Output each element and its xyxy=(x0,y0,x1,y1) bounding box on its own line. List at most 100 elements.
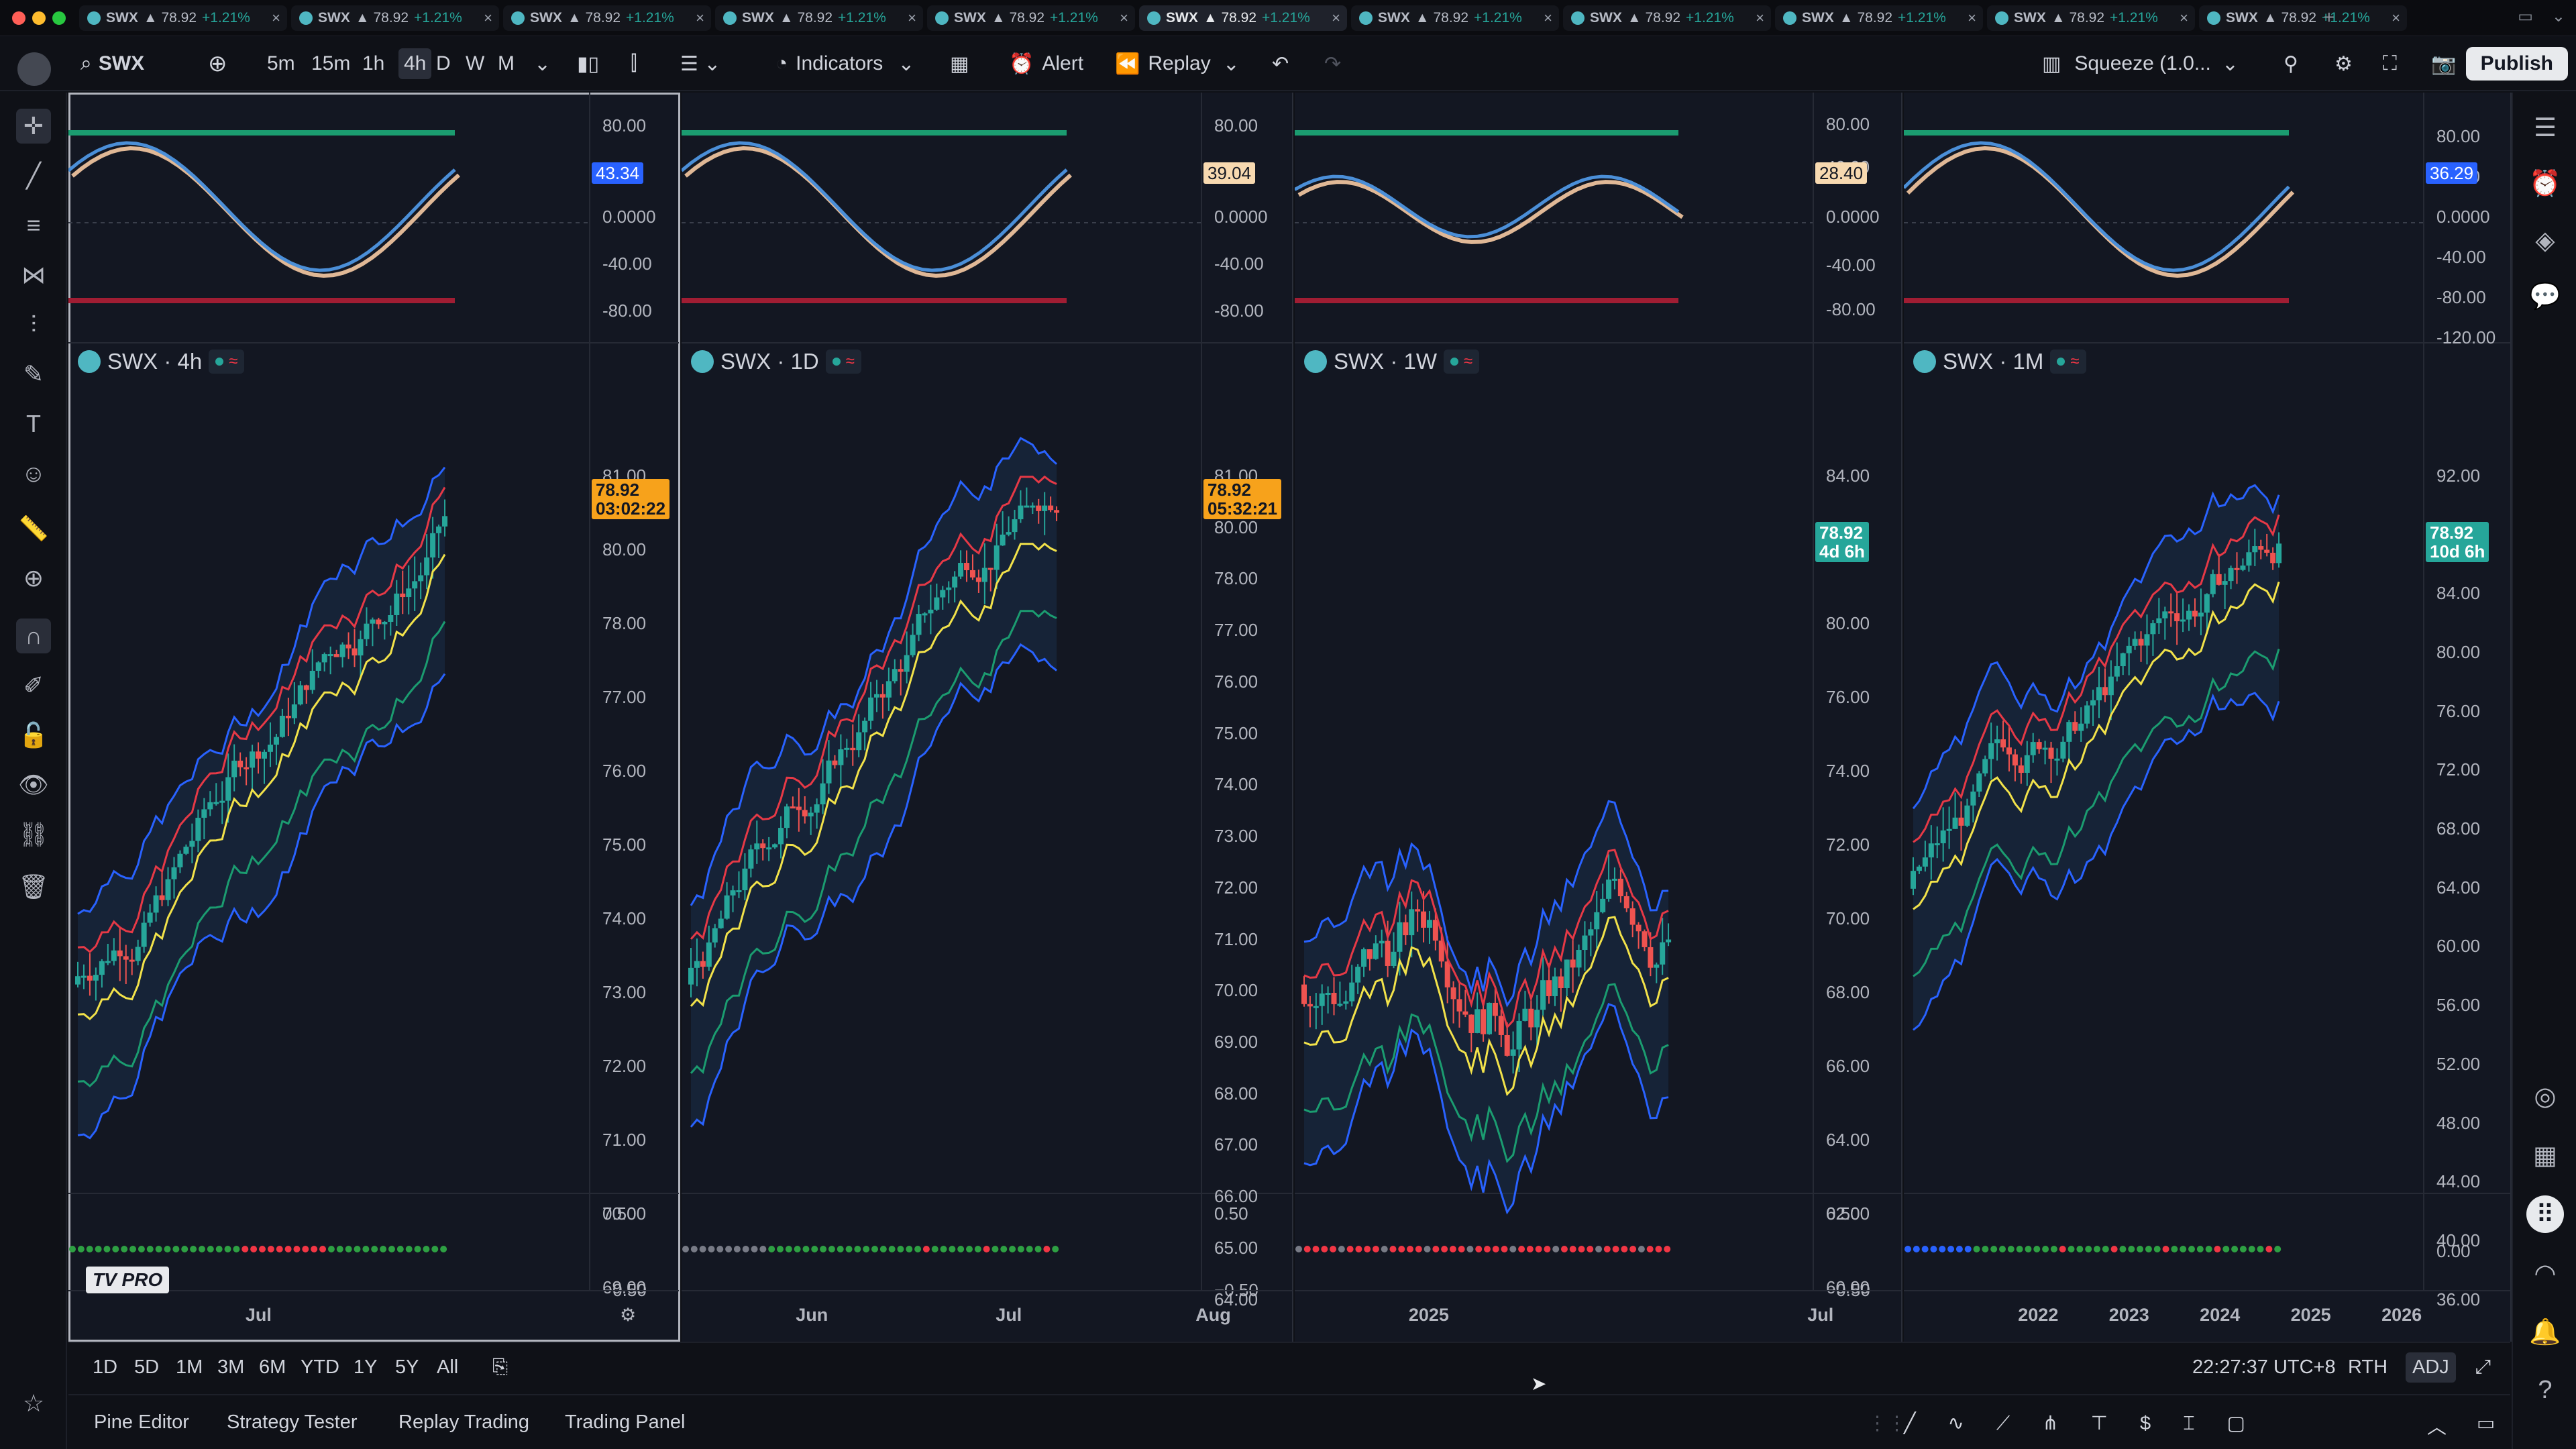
expand-icon[interactable]: ⤢ xyxy=(2475,1356,2491,1378)
close-tab-icon[interactable]: × xyxy=(1968,9,1976,26)
tab-replay-trading[interactable]: Replay Trading xyxy=(398,1411,530,1433)
chevron-down-icon[interactable]: ⌄ xyxy=(534,52,551,75)
minimize-window-icon[interactable] xyxy=(32,11,46,25)
chart-canvas[interactable] xyxy=(1904,93,2512,1342)
pane-separator[interactable] xyxy=(68,342,679,343)
tab-strategy-tester[interactable]: Strategy Tester xyxy=(227,1411,358,1433)
indicator-templates-icon[interactable]: ☰ ⌄ xyxy=(680,52,721,75)
avatar[interactable] xyxy=(17,52,51,86)
series-legend[interactable]: SWX · 1D ≈ xyxy=(691,349,861,374)
indicators-button[interactable]: ◔ Indicators ⌄ xyxy=(775,52,915,75)
collapse-panel-icon[interactable]: ︿ xyxy=(2427,1417,2447,1438)
camera-icon[interactable]: 📷 xyxy=(2431,52,2457,75)
help-icon[interactable]: ? xyxy=(2538,1375,2553,1404)
close-tab-icon[interactable]: × xyxy=(2180,9,2188,26)
indicator-status-pill[interactable]: ≈ xyxy=(2050,350,2086,374)
replay-button[interactable]: ⏪ Replay ⌄ xyxy=(1115,52,1240,75)
text-icon[interactable]: T xyxy=(26,410,41,437)
pane-separator[interactable] xyxy=(1904,1193,2510,1194)
range-5y[interactable]: 5Y xyxy=(395,1356,419,1378)
magnet-icon[interactable]: ∩ xyxy=(16,619,51,653)
interval-15m[interactable]: 15m xyxy=(311,52,351,74)
brush-icon[interactable]: ✎ xyxy=(23,360,44,388)
watchlist-icon[interactable]: ☰ xyxy=(2533,113,2557,142)
browser-tab[interactable]: SWX ▲ 78.92 +1.21% × xyxy=(1351,5,1559,31)
star-icon[interactable]: ☆ xyxy=(22,1389,45,1417)
pattern-icon[interactable]: ⋈ xyxy=(21,261,46,288)
time-axis[interactable]: 2022 2023 2024 2025 2026 xyxy=(1904,1290,2510,1340)
close-tab-icon[interactable]: × xyxy=(1120,9,1128,26)
chart-canvas[interactable] xyxy=(682,93,1293,1342)
pane-separator[interactable] xyxy=(68,1193,679,1194)
projection-icon[interactable]: ⫶ xyxy=(30,310,37,338)
range-5d[interactable]: 5D xyxy=(134,1356,160,1378)
price-axis[interactable] xyxy=(2423,93,2512,1290)
interval-1h[interactable]: 1h xyxy=(362,52,385,74)
browser-tab[interactable]: SWX ▲ 78.92 +1.21% × xyxy=(79,5,287,31)
chart-pane-2[interactable]: 80.00 0.0000 -40.00 -80.00 39.04 81.00 80.00 78… xyxy=(682,93,1293,1342)
line-tool-icon[interactable]: ╱ xyxy=(1904,1413,1916,1434)
clock-readout[interactable]: 22:27:37 UTC+8 xyxy=(2192,1356,2336,1378)
sidebar-toggle-icon[interactable]: ▭ xyxy=(2518,7,2533,25)
chart-pane-3[interactable]: 80.0040.000.0000-40.00-80.0028.4084.0082… xyxy=(1295,93,1902,1371)
alerts-icon[interactable]: ⏰ xyxy=(2529,170,2561,198)
text-box-icon[interactable]: ⊤ xyxy=(2090,1413,2108,1434)
goto-date-icon[interactable]: ⎘ xyxy=(492,1356,508,1378)
browser-tab[interactable]: SWX ▲ 78.92 +1.21% × xyxy=(1563,5,1771,31)
link-icon[interactable]: ⛓ xyxy=(18,820,49,848)
time-axis[interactable]: Jun Jul Aug xyxy=(682,1290,1292,1340)
range-3m[interactable]: 3M xyxy=(217,1356,245,1378)
undo-icon[interactable]: ↶ xyxy=(1272,52,1289,75)
chart-type-icon[interactable]: ▮▯ xyxy=(577,52,600,75)
browser-tab[interactable]: SWX ▲ 78.92 +1.21% × xyxy=(1987,5,2195,31)
range-6m[interactable]: 6M xyxy=(259,1356,286,1378)
range-1d[interactable]: 1D xyxy=(93,1356,118,1378)
chat-icon[interactable]: 💬 xyxy=(2529,282,2561,311)
target-icon[interactable]: ◎ xyxy=(2534,1082,2557,1111)
emoji-icon[interactable]: ☺ xyxy=(21,460,46,487)
pitchfork-icon[interactable]: ⋔ xyxy=(2042,1413,2059,1434)
axis-settings-icon[interactable]: ⚙ xyxy=(620,1305,637,1325)
range-ytd[interactable]: YTD xyxy=(301,1356,339,1378)
series-legend[interactable]: SWX · 4h ≈ xyxy=(78,349,245,374)
drag-handle-icon[interactable]: ⋮⋮ xyxy=(1868,1413,1907,1434)
chart-canvas[interactable] xyxy=(1295,93,1902,1342)
range-all[interactable]: All xyxy=(437,1356,459,1378)
path-tool-icon[interactable]: ⟋ xyxy=(1996,1413,2010,1434)
chart-pane-1[interactable]: 80.00 0.0000 -40.00 -80.00 43.34 81.00 80.00 78… xyxy=(68,93,680,1371)
close-tab-icon[interactable]: × xyxy=(2392,9,2400,26)
lock-icon[interactable]: 🔓 xyxy=(18,721,49,749)
bar-style-icon[interactable]: ⫿ xyxy=(631,52,637,74)
browser-tab[interactable]: SWX ▲ 78.92 +1.21% × xyxy=(2199,5,2407,31)
indicator-status-pill[interactable]: ≈ xyxy=(1444,350,1480,374)
chart-pane-4[interactable]: 80.00 40.00 0.0000 -40.00 -80.00 -120.00 36.29… xyxy=(1904,93,2512,1342)
adj-toggle[interactable]: ADJ xyxy=(2406,1352,2456,1383)
measure-icon[interactable]: ⌶ xyxy=(2183,1413,2195,1434)
close-tab-icon[interactable]: × xyxy=(272,9,280,26)
indicator-status-pill[interactable]: ≈ xyxy=(825,350,861,374)
pane-separator[interactable] xyxy=(1295,342,1901,343)
pane-separator[interactable] xyxy=(682,342,1292,343)
apps-icon[interactable]: ⠿ xyxy=(2526,1195,2564,1233)
series-legend[interactable]: SWX · 1M ≈ xyxy=(1913,349,2086,374)
crosshair-icon[interactable]: ✛ xyxy=(16,109,51,144)
indicator-status-pill[interactable]: ≈ xyxy=(209,350,245,374)
pane-separator[interactable] xyxy=(1295,1193,1901,1194)
close-window-icon[interactable] xyxy=(12,11,25,25)
time-axis[interactable]: Jul ⚙ xyxy=(68,1290,679,1340)
browser-tab[interactable]: SWX ▲ 78.92 +1.21% × xyxy=(1139,5,1347,31)
browser-tab[interactable]: SWX ▲ 78.92 +1.21% × xyxy=(503,5,711,31)
alert-button[interactable]: ⏰ Alert xyxy=(1009,52,1084,75)
browser-tab[interactable]: SWX ▲ 78.92 +1.21% × xyxy=(291,5,499,31)
browser-tab[interactable]: SWX ▲ 78.92 +1.21% × xyxy=(715,5,923,31)
range-1y[interactable]: 1Y xyxy=(354,1356,378,1378)
range-1m[interactable]: 1M xyxy=(176,1356,203,1378)
layout-menu[interactable]: ▥ Squeeze (1.0... ⌄ xyxy=(2042,52,2239,75)
fullscreen-icon[interactable]: ⛶ xyxy=(2383,52,2397,74)
bell-icon[interactable]: 🔔 xyxy=(2529,1318,2561,1346)
quick-search-icon[interactable]: ⚲ xyxy=(2284,52,2298,75)
trash-icon[interactable]: 🗑 xyxy=(18,873,49,900)
close-tab-icon[interactable]: × xyxy=(1544,9,1552,26)
fib-icon[interactable]: ≡ xyxy=(26,211,41,239)
pencil-lock-icon[interactable]: ✐ xyxy=(23,672,44,699)
